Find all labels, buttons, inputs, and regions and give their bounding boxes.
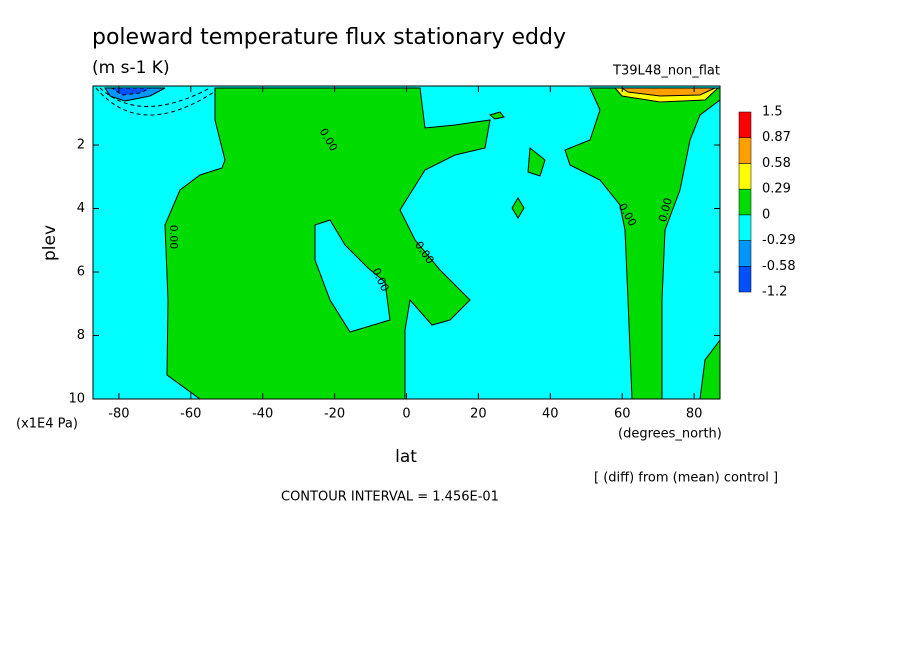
contour-label: 0.00	[656, 196, 675, 223]
chart-title: poleward temperature flux stationary edd…	[92, 25, 566, 50]
contour-region	[110, 87, 151, 96]
colorbar-label: 1.5	[762, 105, 783, 120]
y-tick-label: 6	[77, 265, 85, 280]
x-tick-label: 80	[686, 407, 703, 422]
x-axis-units: (degrees_north)	[618, 427, 722, 442]
chart-subtitle: (m s-1 K)	[92, 58, 170, 78]
colorbar-label: 0.87	[762, 130, 791, 145]
x-tick-label: 40	[542, 407, 559, 422]
x-tick-label: -80	[108, 407, 129, 422]
x-tick-label: 20	[470, 407, 487, 422]
contour-line	[95, 87, 215, 116]
contour-region	[488, 111, 505, 120]
x-tick-label: -20	[324, 407, 345, 422]
contour-line	[99, 87, 211, 107]
contour-region	[620, 87, 716, 97]
contour-region	[511, 197, 525, 219]
colorbar-box	[738, 137, 752, 164]
colorbar-label: -0.58	[762, 259, 796, 274]
contour-region	[527, 147, 546, 177]
colorbar-label: 0.29	[762, 182, 791, 197]
colorbar-label: -1.2	[762, 285, 787, 300]
colorbar-box	[738, 240, 752, 267]
annotation: T39L48_non_flat	[612, 64, 720, 79]
colorbar-label: 0.58	[762, 156, 791, 171]
y-tick-label: 4	[77, 201, 85, 216]
y-tick-label: 8	[77, 328, 85, 343]
colorbar-box	[738, 111, 752, 138]
contour-region	[314, 219, 391, 333]
colorbar-box	[738, 266, 752, 293]
y-tick-label: 10	[68, 392, 85, 407]
y-axis-units: (x1E4 Pa)	[16, 417, 78, 432]
x-tick-label: 0	[402, 407, 410, 422]
x-tick-label: -40	[252, 407, 273, 422]
contour-label: 0.00	[167, 225, 180, 250]
colorbar-box	[738, 188, 752, 216]
colorbar-label: -0.29	[762, 233, 796, 248]
x-tick-label: 60	[614, 407, 631, 422]
colorbar-box	[738, 163, 752, 190]
y-tick-label: 2	[77, 138, 85, 153]
plot-area	[92, 85, 721, 400]
colorbar-label: 0	[762, 207, 770, 222]
contour-interval: CONTOUR INTERVAL = 1.456E-01	[281, 490, 499, 505]
colorbar-box	[738, 214, 752, 241]
footnote: [ (diff) from (mean) control ]	[594, 471, 778, 486]
x-tick-label: -60	[180, 407, 201, 422]
y-axis-label: plev	[40, 225, 60, 261]
x-axis-label: lat	[395, 447, 417, 467]
